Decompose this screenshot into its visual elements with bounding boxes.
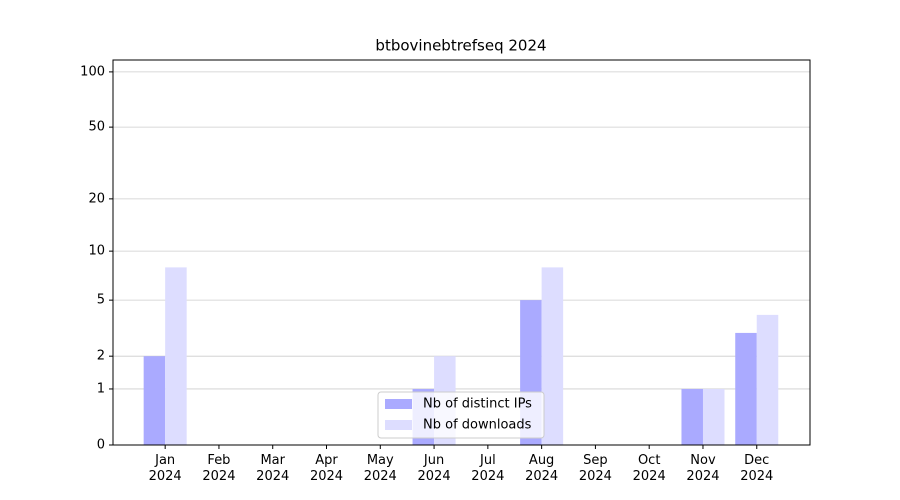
chart-title: btbovinebtrefseq 2024 bbox=[375, 37, 546, 55]
legend-label: Nb of downloads bbox=[423, 418, 532, 433]
bar bbox=[756, 314, 779, 445]
x-tick-label: Jul 2024 bbox=[471, 453, 505, 484]
x-tick-label: Sep 2024 bbox=[578, 453, 612, 484]
x-tick-label: Jun 2024 bbox=[417, 453, 451, 484]
y-tick-label: 0 bbox=[97, 438, 105, 453]
x-tick-label: Oct 2024 bbox=[632, 453, 666, 484]
x-tick-label: Mar 2024 bbox=[256, 453, 290, 484]
bar bbox=[702, 388, 725, 445]
legend: Nb of distinct IPs Nb of downloads bbox=[377, 391, 545, 439]
y-tick-label: 1 bbox=[97, 381, 105, 396]
bar bbox=[541, 267, 564, 445]
bar bbox=[143, 356, 166, 445]
x-tick-label: Apr 2024 bbox=[309, 453, 344, 484]
bar bbox=[165, 267, 187, 445]
bar bbox=[681, 388, 703, 445]
legend-swatch bbox=[385, 420, 412, 430]
legend-box bbox=[377, 391, 545, 439]
x-tick-label: May 2024 bbox=[363, 453, 397, 484]
y-tick-label: 5 bbox=[97, 293, 105, 308]
y-tick-label: 100 bbox=[80, 64, 105, 79]
x-tick-label: Dec 2024 bbox=[740, 453, 774, 484]
legend-label: Nb of distinct IPs bbox=[423, 397, 532, 412]
x-tick-label: Jan 2024 bbox=[148, 453, 182, 484]
y-tick-label: 50 bbox=[88, 120, 105, 135]
plot-frame bbox=[112, 59, 811, 446]
y-tick-label: 20 bbox=[88, 191, 105, 206]
x-tick-label: Feb 2024 bbox=[202, 453, 236, 484]
x-tick-label: Aug 2024 bbox=[525, 453, 559, 484]
y-tick-label: 10 bbox=[88, 244, 105, 259]
legend-swatch bbox=[385, 399, 412, 409]
x-tick-label: Nov 2024 bbox=[686, 453, 720, 484]
y-tick-label: 2 bbox=[97, 349, 105, 364]
bar bbox=[735, 332, 757, 445]
